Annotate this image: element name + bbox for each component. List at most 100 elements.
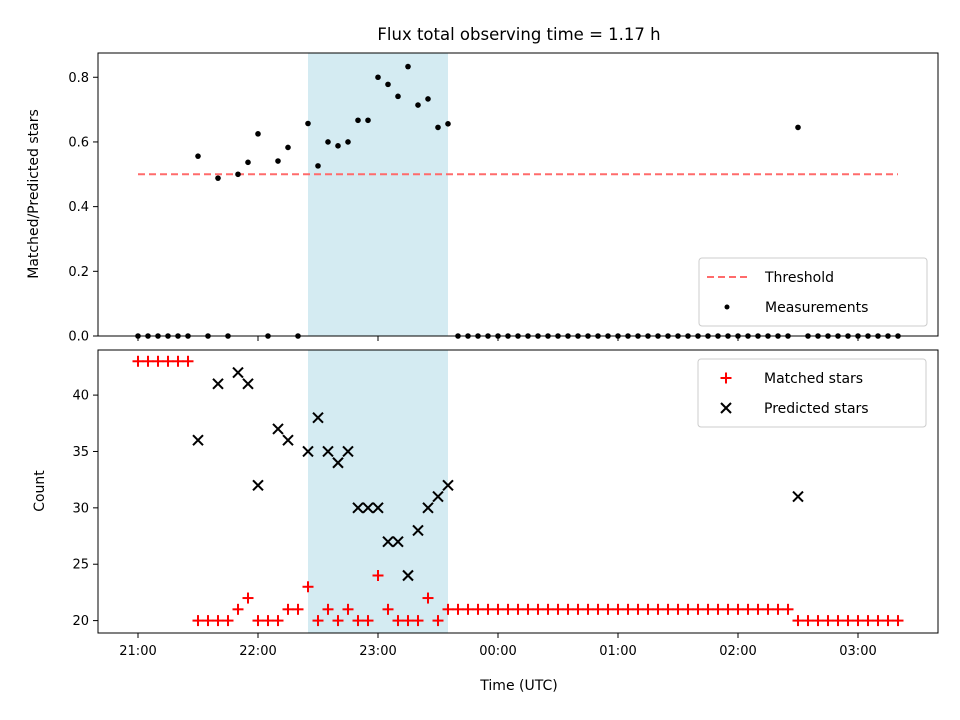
matched-star-point <box>542 603 554 615</box>
matched-star-point <box>462 603 474 615</box>
matched-star-point <box>682 603 694 615</box>
matched-star-point <box>282 603 294 615</box>
bottom-legend <box>697 358 927 428</box>
matched-star-point <box>772 603 784 615</box>
predicted-star-point <box>242 378 254 390</box>
predicted-star-point <box>402 569 414 582</box>
top-panel: 0.0 0.2 0.4 0.6 0.8 Threshold Measurements <box>68 52 939 345</box>
matched-star-point <box>392 615 404 627</box>
matched-star-point <box>492 603 504 615</box>
bottom-y-axis-label: Count <box>32 470 48 512</box>
top-highlight-span <box>308 53 448 336</box>
bottom-y-tick-label: 35 <box>72 445 89 460</box>
matched-star-point <box>562 603 574 615</box>
top-axes-frame <box>97 52 939 337</box>
predicted-star-point <box>252 479 264 492</box>
bottom-highlight-span <box>308 350 448 633</box>
bottom-x-tick-label: 02:00 <box>719 644 756 659</box>
measurement-point <box>195 153 201 159</box>
matched-star-point <box>782 603 794 615</box>
matched-star-point <box>602 603 614 615</box>
matched-star-point <box>722 603 734 615</box>
matched-star-point <box>382 603 394 615</box>
matched-star-point <box>532 603 544 615</box>
matched-star-point <box>672 603 684 615</box>
measurement-point <box>245 159 251 166</box>
measurement-point <box>215 175 221 181</box>
matched-star-point <box>832 615 844 627</box>
predicted-star-point <box>272 423 284 435</box>
measurement-point <box>395 93 401 100</box>
matched-star-point <box>662 603 674 615</box>
matched-star-point <box>512 603 524 615</box>
measurement-point <box>365 117 371 124</box>
matched-star-point <box>402 615 414 627</box>
bottom-x-tick-label: 21:00 <box>119 644 156 659</box>
matched-star-point <box>312 615 324 627</box>
matched-star-point <box>322 603 334 615</box>
matched-star-point <box>522 603 534 615</box>
measurement-point <box>275 158 281 164</box>
matched-star-point <box>152 355 164 367</box>
top-legend-label: Threshold <box>764 270 834 286</box>
bottom-x-tick-label: 23:00 <box>359 644 396 659</box>
matched-star-point <box>582 603 594 615</box>
predicted-star-point <box>392 535 404 548</box>
bottom-x-tick-label: 00:00 <box>479 644 516 659</box>
measurement-point <box>435 124 441 131</box>
predicted-star-point <box>282 434 294 446</box>
matched-star-point <box>732 603 744 615</box>
matched-star-point <box>422 592 434 604</box>
matched-star-point <box>842 615 854 627</box>
bottom-axes-frame <box>97 349 939 634</box>
bottom-y-tick-label: 25 <box>72 558 89 573</box>
matched-star-point <box>212 615 224 627</box>
matched-star-point <box>822 615 834 627</box>
matched-star-point <box>342 603 354 615</box>
matched-star-point <box>302 581 314 593</box>
matched-star-point <box>792 615 804 627</box>
bottom-x-tick-label: 01:00 <box>599 644 636 659</box>
matched-star-point <box>272 615 284 627</box>
matched-star-point <box>812 615 824 627</box>
top-y-tick-label: 0.8 <box>68 71 89 86</box>
measurement-point <box>235 171 241 178</box>
bottom-y-tick-label: 20 <box>72 614 89 629</box>
predicted-star-point <box>192 434 204 446</box>
matched-star-point <box>162 355 174 367</box>
legend-matched-swatch <box>720 372 732 384</box>
matched-star-point <box>222 615 234 627</box>
legend-predicted-swatch <box>720 402 732 414</box>
matched-star-point <box>652 603 664 615</box>
predicted-star-point <box>342 445 354 458</box>
measurement-point <box>375 74 381 81</box>
measurement-point <box>355 117 361 124</box>
measurement-point <box>405 63 411 70</box>
matched-star-point <box>862 615 874 627</box>
matched-star-point <box>852 615 864 627</box>
measurement-point <box>345 139 351 145</box>
matched-star-point <box>202 615 214 627</box>
top-y-tick-label: 0.0 <box>68 330 89 345</box>
matched-star-point <box>872 615 884 627</box>
predicted-star-point <box>332 457 344 469</box>
matched-star-point <box>632 603 644 615</box>
matched-star-point <box>132 355 144 367</box>
matched-star-point <box>372 569 384 581</box>
matched-star-point <box>752 603 764 615</box>
x-axis-label: Time (UTC) <box>479 678 557 694</box>
matched-star-point <box>592 603 604 615</box>
measurement-point <box>445 121 451 127</box>
predicted-star-point <box>232 366 244 379</box>
predicted-star-point <box>362 502 374 514</box>
matched-star-point <box>362 615 374 627</box>
predicted-star-point <box>432 490 444 503</box>
matched-star-point <box>802 615 814 627</box>
matched-star-point <box>442 603 454 615</box>
bottom-y-tick-label: 40 <box>72 389 89 404</box>
matched-star-point <box>702 603 714 615</box>
predicted-star-point <box>442 479 454 492</box>
bottom-legend-label: Predicted stars <box>764 401 869 417</box>
bottom-x-tick-label: 03:00 <box>839 644 876 659</box>
